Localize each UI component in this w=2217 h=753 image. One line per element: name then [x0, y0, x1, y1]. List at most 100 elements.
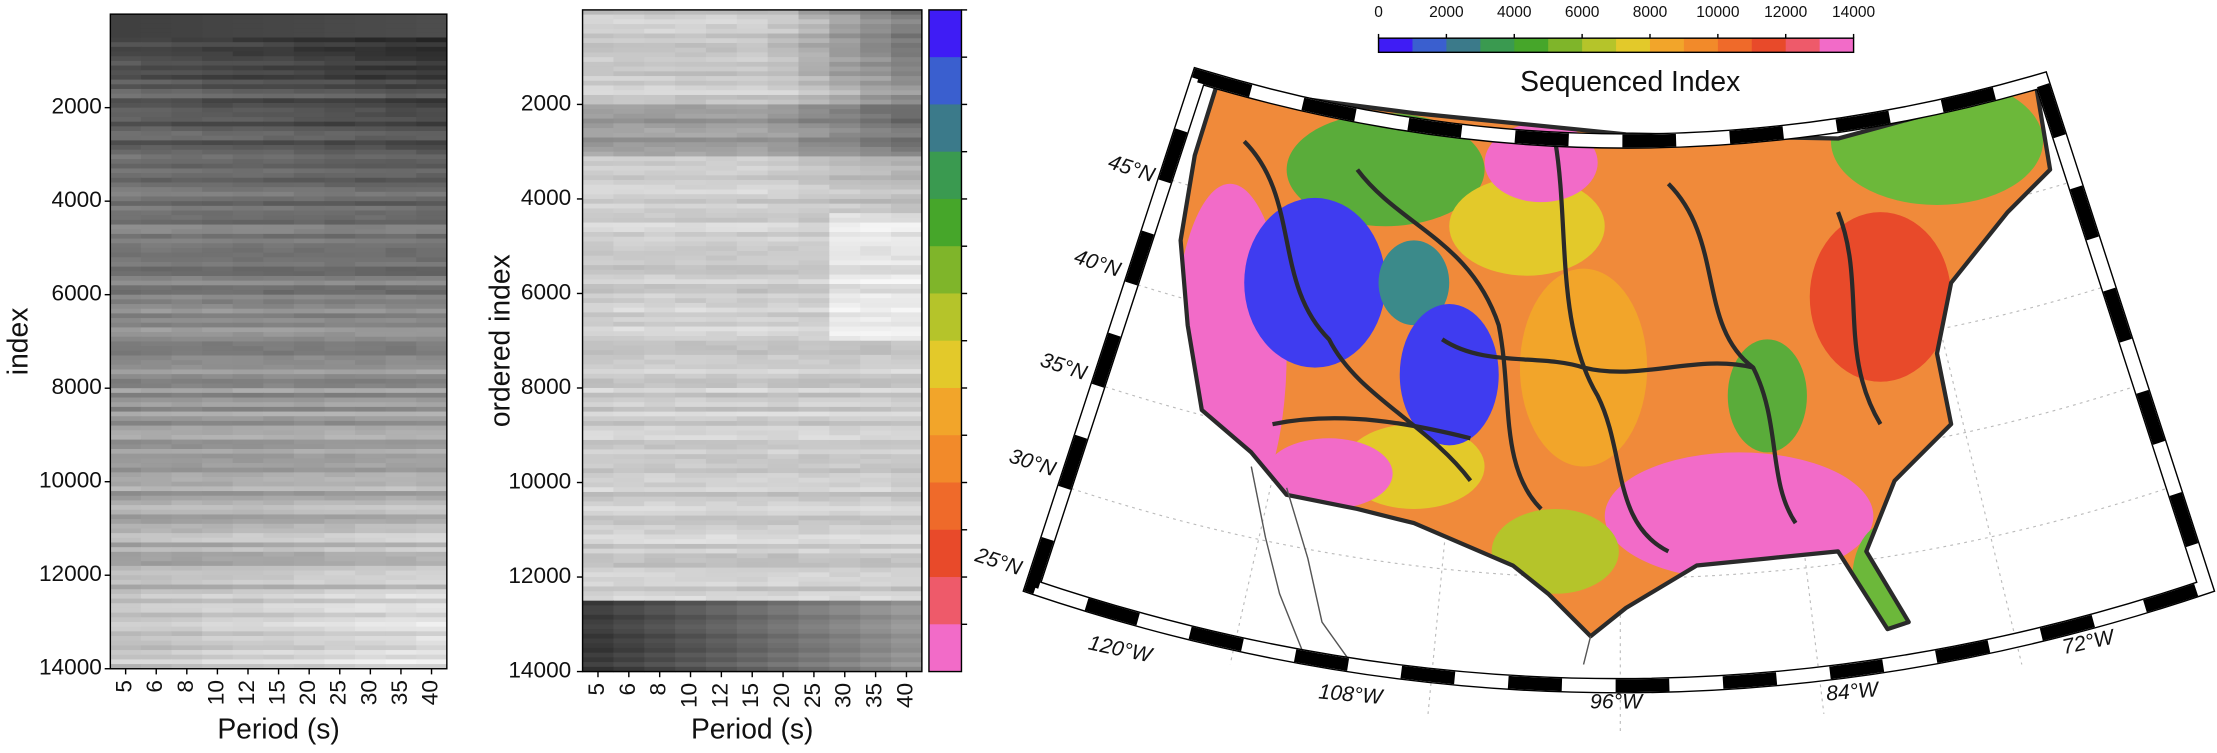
heatmap-cell	[736, 279, 769, 285]
heatmap-cell	[171, 654, 203, 660]
heatmap-cell	[798, 359, 830, 365]
heatmap-cell	[324, 42, 356, 48]
heatmap-cell	[736, 614, 769, 621]
heatmap-cell	[263, 308, 295, 314]
heatmap-cell	[416, 322, 448, 328]
heatmap-cell	[829, 392, 861, 399]
heatmap-cell	[582, 383, 614, 389]
heatmap-cell	[860, 232, 892, 238]
heatmap-cell	[891, 113, 923, 120]
heatmap-cell	[385, 187, 417, 193]
heatmap-cell	[385, 523, 417, 530]
heatmap-cell	[860, 581, 892, 588]
heatmap-cell	[798, 463, 830, 469]
heatmap-cell	[613, 321, 645, 328]
heatmap-cell	[829, 57, 861, 63]
heatmap-cell	[860, 558, 892, 564]
heatmap-cell	[736, 194, 769, 200]
heatmap-cell	[355, 350, 387, 357]
heatmap-cell	[891, 416, 923, 422]
heatmap-cell	[829, 397, 861, 403]
heatmap-cell	[385, 486, 417, 492]
heatmap-cell	[110, 514, 142, 520]
heatmap-cell	[293, 117, 326, 123]
heatmap-cell	[324, 336, 356, 343]
heatmap-cell	[355, 369, 387, 375]
heatmap-cell	[293, 636, 326, 642]
heatmap-cell	[644, 302, 676, 309]
heatmap-cell	[613, 128, 645, 134]
heatmap-cell	[416, 65, 448, 71]
heatmap-cell	[891, 340, 923, 347]
heatmap-cell	[644, 515, 676, 521]
heatmap-cell	[613, 354, 645, 361]
heatmap-cell	[860, 307, 892, 313]
heatmap-cell	[891, 572, 923, 578]
heatmap-cell	[263, 388, 295, 394]
heatmap-cell	[416, 201, 448, 207]
heatmap-cell	[202, 112, 234, 118]
heatmap-cell	[891, 227, 923, 233]
heatmap-cell	[171, 360, 203, 366]
heatmap-cell	[613, 666, 645, 673]
heatmap-cell	[293, 145, 326, 151]
heatmap-cell	[798, 510, 830, 517]
heatmap-cell	[171, 411, 203, 417]
heatmap-cell	[171, 467, 203, 473]
heatmap-cell	[171, 378, 203, 385]
heatmap-cell	[355, 346, 387, 352]
heatmap-cell	[293, 603, 326, 609]
heatmap-cell	[644, 113, 676, 120]
heatmap-cell	[110, 631, 142, 637]
heatmap-cell	[860, 57, 892, 63]
heatmap-cell	[355, 98, 387, 104]
heatmap-cell	[767, 66, 800, 72]
heatmap-cell	[324, 299, 356, 305]
heatmap-cell	[582, 180, 614, 186]
heatmap-cell	[644, 66, 676, 72]
heatmap-cell	[582, 510, 614, 517]
heatmap-cell	[705, 14, 738, 20]
heatmap-cell	[891, 430, 923, 436]
heatmap-cell	[736, 496, 769, 502]
heatmap-cell	[705, 614, 738, 621]
heatmap-cell	[582, 128, 614, 134]
heatmap-cell	[416, 561, 448, 567]
heatmap-cell	[860, 591, 892, 597]
heatmap-cell	[860, 336, 892, 342]
heatmap-cell	[736, 633, 769, 640]
heatmap-cell	[324, 79, 356, 85]
heatmap-cell	[385, 210, 417, 216]
heatmap-cell	[324, 346, 356, 352]
heatmap-cell	[582, 137, 614, 143]
heatmap-cell	[293, 299, 326, 305]
heatmap-cell	[324, 360, 356, 366]
heatmap-cell	[293, 402, 326, 408]
heatmap-cell	[891, 364, 923, 370]
heatmap-cell	[140, 378, 173, 385]
heatmap-cell	[705, 529, 738, 536]
heatmap-cell	[385, 336, 417, 343]
heatmap-cell	[860, 203, 892, 209]
heatmap-cell	[110, 392, 142, 399]
heatmap-cell	[891, 359, 923, 365]
heatmap-cell	[860, 614, 892, 621]
heatmap-cell	[416, 495, 448, 501]
heatmap-cell	[582, 189, 614, 195]
heatmap-cell	[202, 584, 234, 590]
heatmap-cell	[582, 208, 614, 214]
heatmap-cell	[860, 638, 892, 644]
heatmap-cell	[293, 551, 326, 558]
heatmap-cell	[293, 271, 326, 277]
heatmap-cell	[293, 159, 326, 165]
heatmap-cell	[293, 182, 326, 188]
heatmap-cell	[860, 482, 892, 488]
heatmap-cell	[171, 210, 203, 216]
heatmap-cell	[385, 79, 417, 85]
heatmap-cell	[140, 542, 173, 548]
heatmap-cell	[355, 14, 387, 20]
heatmap-cell	[798, 236, 830, 243]
heatmap-cell	[675, 298, 707, 304]
colorbar-tick-label: 10000	[1696, 4, 1740, 21]
heatmap-cell	[675, 189, 707, 195]
